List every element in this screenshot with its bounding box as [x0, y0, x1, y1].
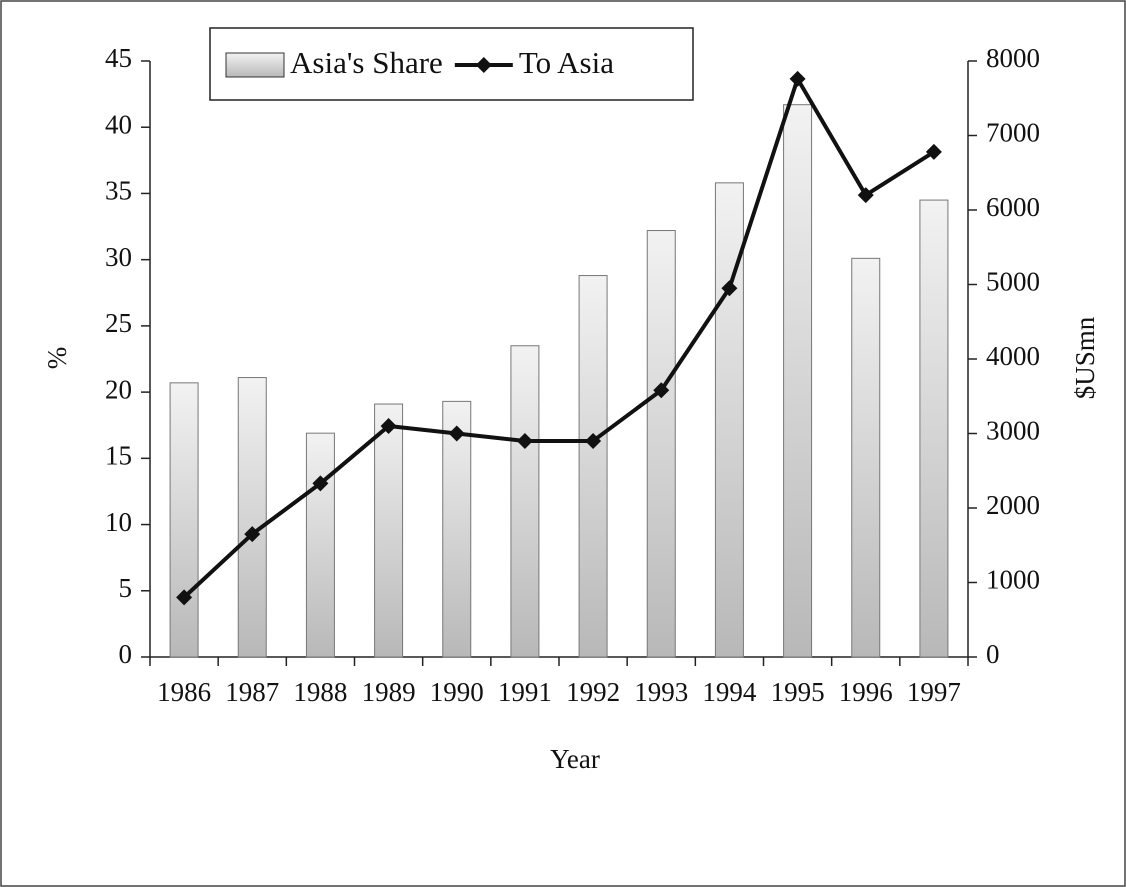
bar: [305, 432, 335, 658]
y-tick-label: 45: [105, 43, 132, 73]
y-tick-label: 0: [119, 639, 133, 669]
marker: [789, 70, 806, 87]
x-tick-label: 1990: [430, 677, 484, 707]
legend-box: [209, 27, 694, 101]
y-tick-label: 5: [119, 573, 133, 603]
x-tick-label: 1995: [771, 677, 825, 707]
line: [182, 76, 935, 599]
marker: [857, 187, 874, 204]
y2-tick-label: 2000: [986, 490, 1040, 520]
marker: [176, 589, 193, 606]
bar: [851, 257, 881, 658]
marker: [653, 382, 670, 399]
marker: [380, 418, 397, 435]
y-tick-label: 15: [105, 441, 132, 471]
legend-marker: [475, 57, 492, 73]
y-tick-label: 10: [105, 507, 132, 537]
bar: [783, 104, 813, 658]
x-tick-label: 1988: [293, 677, 347, 707]
legend-swatch: [225, 52, 285, 78]
marker: [448, 425, 465, 442]
y-tick-label: 30: [105, 242, 132, 272]
y-tick-label: 35: [105, 176, 132, 206]
marker: [244, 526, 261, 543]
x-tick-label: 1992: [566, 677, 620, 707]
y-tick-label: 40: [105, 109, 132, 139]
bar: [237, 377, 267, 658]
y2-tick-label: 0: [986, 639, 1000, 669]
x-tick-label: 1986: [157, 677, 211, 707]
x-tick-label: 1994: [702, 677, 757, 707]
legend-label: Asia's Share: [290, 45, 443, 80]
marker: [312, 475, 329, 492]
bar: [374, 403, 404, 658]
marker: [721, 280, 738, 297]
y2-tick-label: 1000: [986, 565, 1040, 595]
y-tick-label: 25: [105, 308, 132, 338]
bar: [169, 382, 199, 658]
bar: [646, 230, 676, 658]
legend: Asia's Share To Asia: [209, 27, 694, 101]
x-tick-label: 1987: [225, 677, 279, 707]
y2-tick-label: 3000: [986, 416, 1040, 446]
x-tick-label: 1996: [839, 677, 893, 707]
y2-tick-label: 7000: [986, 118, 1040, 148]
x-tick-label: 1991: [498, 677, 552, 707]
x-tick-label: 1997: [907, 677, 961, 707]
bar: [919, 199, 949, 658]
legend-label: To Asia: [519, 45, 614, 80]
x-axis-label: Year: [550, 744, 600, 774]
bar: [578, 275, 608, 658]
marker: [585, 432, 602, 449]
y2-axis-label: $USmn: [1070, 316, 1100, 399]
bar: [442, 400, 472, 658]
x-tick-label: 1993: [634, 677, 688, 707]
marker: [925, 143, 942, 160]
y-tick-label: 20: [105, 374, 132, 404]
bar: [510, 345, 540, 658]
y2-tick-label: 4000: [986, 341, 1040, 371]
y-axis-label: %: [42, 347, 72, 370]
y2-tick-label: 8000: [986, 43, 1040, 73]
marker: [516, 432, 533, 449]
y2-tick-label: 6000: [986, 192, 1040, 222]
y2-tick-label: 5000: [986, 267, 1040, 297]
x-tick-label: 1989: [362, 677, 416, 707]
